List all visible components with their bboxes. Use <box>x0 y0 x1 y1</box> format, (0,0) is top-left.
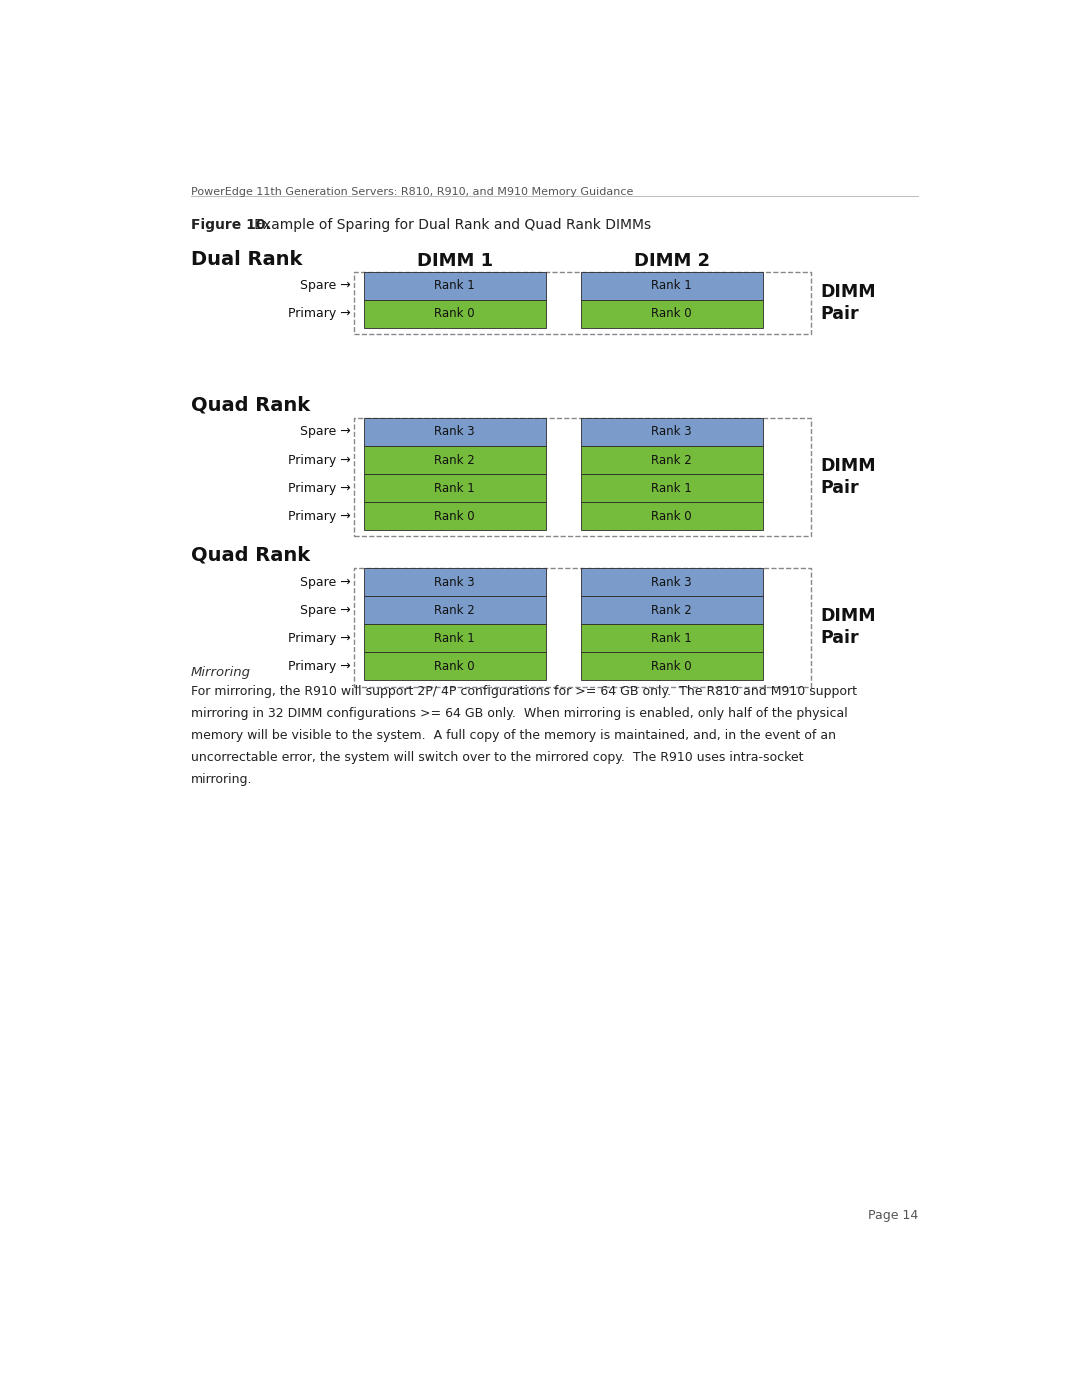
Bar <box>364 474 545 502</box>
Text: Primary →: Primary → <box>287 482 350 495</box>
Text: Primary →: Primary → <box>287 659 350 673</box>
Text: Rank 2: Rank 2 <box>434 604 475 616</box>
Text: Rank 0: Rank 0 <box>434 659 475 673</box>
Text: Mirroring: Mirroring <box>191 666 251 679</box>
Bar <box>364 502 545 531</box>
Bar <box>581 652 762 680</box>
Text: mirroring in 32 DIMM configurations >= 64 GB only.  When mirroring is enabled, o: mirroring in 32 DIMM configurations >= 6… <box>191 707 848 719</box>
Bar <box>581 569 762 597</box>
Text: mirroring.: mirroring. <box>191 773 253 787</box>
Text: DIMM
Pair: DIMM Pair <box>821 282 877 323</box>
Bar <box>581 446 762 474</box>
Text: Spare →: Spare → <box>300 279 350 292</box>
Text: Rank 2: Rank 2 <box>434 454 475 467</box>
Text: Rank 0: Rank 0 <box>434 307 475 320</box>
Text: Rank 0: Rank 0 <box>434 510 475 522</box>
Text: Spare →: Spare → <box>300 604 350 616</box>
Text: Rank 3: Rank 3 <box>651 576 692 588</box>
Text: Rank 2: Rank 2 <box>651 454 692 467</box>
Text: Rank 1: Rank 1 <box>434 482 475 495</box>
Text: Primary →: Primary → <box>287 631 350 645</box>
Bar <box>581 474 762 502</box>
Text: For mirroring, the R910 will support 2P/ 4P configurations for >= 64 GB only.  T: For mirroring, the R910 will support 2P/… <box>191 685 856 698</box>
Text: Quad Rank: Quad Rank <box>191 546 310 564</box>
Text: Rank 1: Rank 1 <box>651 482 692 495</box>
Text: Rank 1: Rank 1 <box>434 279 475 292</box>
Bar <box>581 624 762 652</box>
Text: DIMM 1: DIMM 1 <box>417 251 492 270</box>
Bar <box>581 300 762 328</box>
Text: Primary →: Primary → <box>287 454 350 467</box>
Text: Rank 0: Rank 0 <box>651 659 692 673</box>
Text: PowerEdge 11th Generation Servers: R810, R910, and M910 Memory Guidance: PowerEdge 11th Generation Servers: R810,… <box>191 187 633 197</box>
Text: Rank 1: Rank 1 <box>434 631 475 645</box>
Text: Rank 0: Rank 0 <box>651 510 692 522</box>
Bar <box>581 271 762 300</box>
Text: Rank 2: Rank 2 <box>651 604 692 616</box>
Text: Rank 3: Rank 3 <box>434 426 475 439</box>
Text: Figure 10.: Figure 10. <box>191 218 271 232</box>
Bar <box>581 418 762 446</box>
Text: Rank 1: Rank 1 <box>651 279 692 292</box>
Bar <box>364 624 545 652</box>
Text: DIMM
Pair: DIMM Pair <box>821 608 877 647</box>
Text: Page 14: Page 14 <box>867 1208 918 1222</box>
Text: memory will be visible to the system.  A full copy of the memory is maintained, : memory will be visible to the system. A … <box>191 729 836 742</box>
Bar <box>364 569 545 597</box>
Text: uncorrectable error, the system will switch over to the mirrored copy.  The R910: uncorrectable error, the system will swi… <box>191 752 804 764</box>
Text: Primary →: Primary → <box>287 510 350 522</box>
Text: Spare →: Spare → <box>300 576 350 588</box>
Bar <box>364 418 545 446</box>
Text: DIMM 2: DIMM 2 <box>634 251 710 270</box>
Text: Rank 3: Rank 3 <box>434 576 475 588</box>
Text: Quad Rank: Quad Rank <box>191 395 310 415</box>
Bar <box>364 652 545 680</box>
Bar <box>364 300 545 328</box>
Bar <box>581 502 762 531</box>
Text: Rank 1: Rank 1 <box>651 631 692 645</box>
Bar <box>364 597 545 624</box>
Text: Primary →: Primary → <box>287 307 350 320</box>
Text: DIMM
Pair: DIMM Pair <box>821 457 877 497</box>
Text: Rank 3: Rank 3 <box>651 426 692 439</box>
Bar <box>364 446 545 474</box>
Text: Example of Sparing for Dual Rank and Quad Rank DIMMs: Example of Sparing for Dual Rank and Qua… <box>241 218 651 232</box>
Bar <box>364 271 545 300</box>
Text: Rank 0: Rank 0 <box>651 307 692 320</box>
Text: Dual Rank: Dual Rank <box>191 250 302 268</box>
Bar <box>581 597 762 624</box>
Text: Spare →: Spare → <box>300 426 350 439</box>
